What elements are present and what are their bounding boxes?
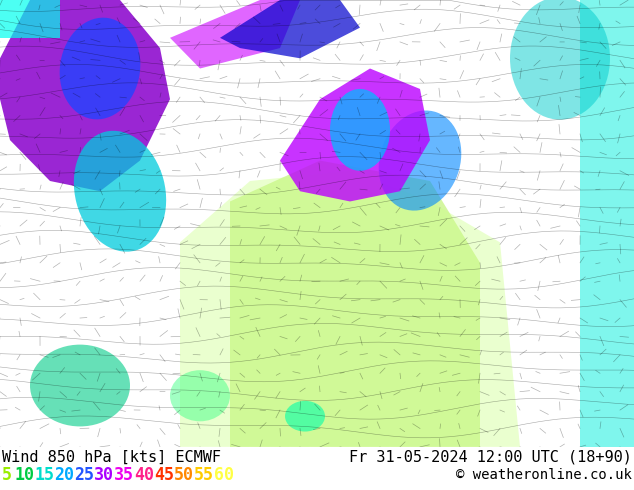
Text: 30: 30 [94,466,114,484]
Text: 60: 60 [214,466,234,484]
Polygon shape [180,171,520,447]
Polygon shape [0,0,170,191]
Ellipse shape [170,370,230,421]
Text: 20: 20 [54,466,74,484]
Ellipse shape [60,18,140,120]
Polygon shape [580,0,634,447]
Ellipse shape [285,401,325,432]
Text: 5: 5 [2,466,12,484]
Text: 25: 25 [74,466,94,484]
Text: 55: 55 [194,466,214,484]
Text: Wind 850 hPa [kts] ECMWF: Wind 850 hPa [kts] ECMWF [2,450,221,465]
Text: 50: 50 [174,466,194,484]
Polygon shape [220,0,360,58]
Polygon shape [170,0,300,69]
Text: 10: 10 [14,466,34,484]
Polygon shape [230,161,480,447]
Text: © weatheronline.co.uk: © weatheronline.co.uk [456,468,632,482]
Ellipse shape [378,111,462,211]
Ellipse shape [330,89,390,171]
Text: 40: 40 [134,466,154,484]
Polygon shape [280,69,430,201]
Ellipse shape [30,344,130,426]
Text: 45: 45 [154,466,174,484]
Ellipse shape [510,0,610,120]
Text: Fr 31-05-2024 12:00 UTC (18+90): Fr 31-05-2024 12:00 UTC (18+90) [349,450,632,465]
Text: 35: 35 [114,466,134,484]
Bar [0,0,60,38]
Text: 15: 15 [34,466,54,484]
Ellipse shape [74,131,166,252]
